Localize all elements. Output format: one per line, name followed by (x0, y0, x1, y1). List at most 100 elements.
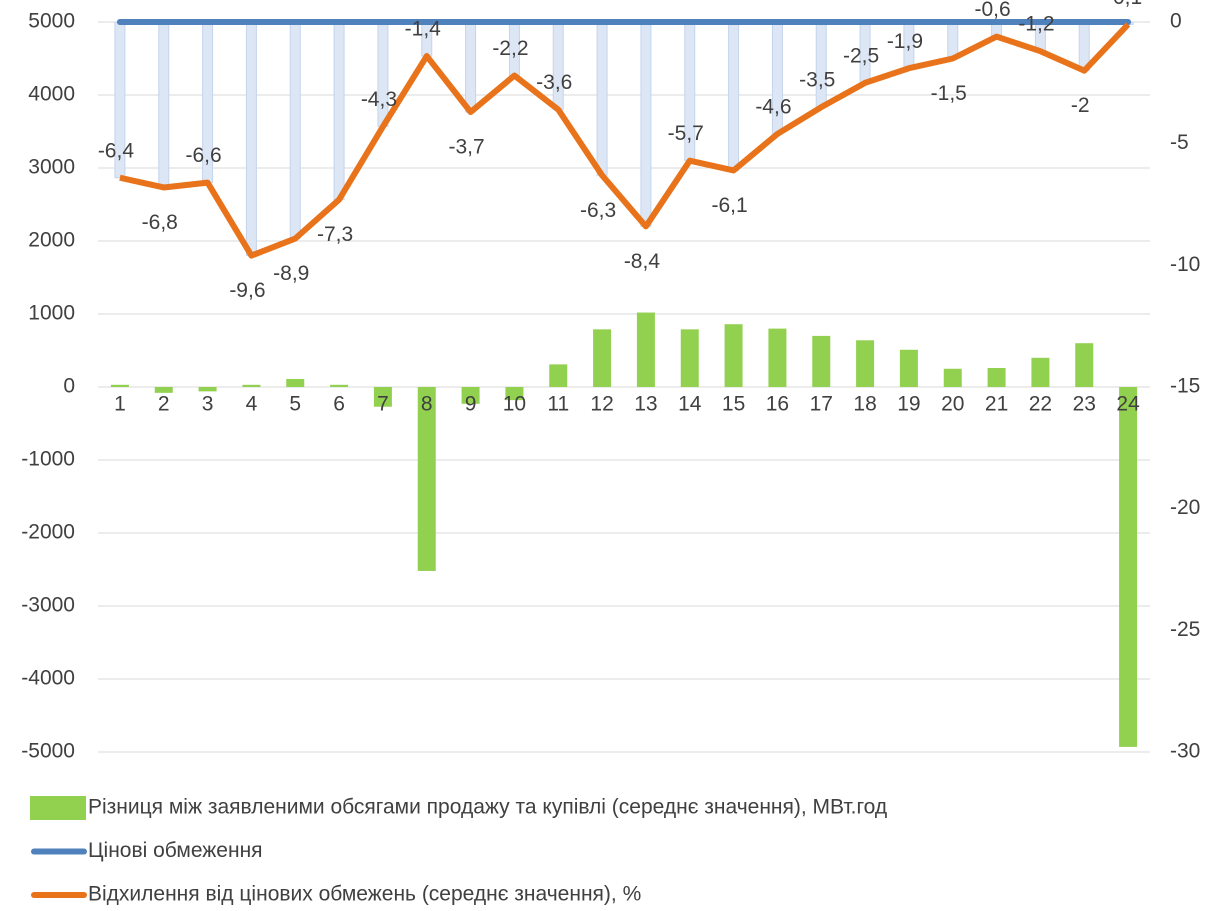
y-tick-label: 5000 (28, 10, 75, 33)
data-label: -6,3 (580, 199, 616, 222)
bar (198, 387, 217, 392)
bar (242, 384, 261, 387)
drop-line (465, 21, 477, 113)
x-tick-label: 19 (897, 393, 920, 416)
data-label: -6,6 (185, 144, 221, 167)
x-tick-label: 16 (766, 393, 789, 416)
data-label: -8,9 (273, 262, 309, 285)
bar (1075, 343, 1094, 387)
x-tick-label: 15 (722, 393, 745, 416)
data-label: -2 (1071, 94, 1090, 117)
data-label: -9,6 (229, 279, 265, 302)
y-tick-label: 2000 (28, 229, 75, 252)
drop-line (289, 21, 301, 240)
x-tick-label: 23 (1073, 393, 1096, 416)
legend-label: Відхилення від цінових обмежень (середнє… (88, 883, 641, 906)
data-label: -0,1 (1106, 0, 1142, 9)
x-tick-label: 7 (377, 393, 389, 416)
y2-tick-label: -10 (1170, 253, 1200, 276)
data-label: -6,4 (98, 139, 135, 162)
drop-line (158, 21, 170, 188)
data-label: -3,7 (448, 136, 484, 159)
y2-tick-label: -15 (1170, 375, 1200, 398)
x-tick-label: 14 (678, 393, 702, 416)
drop-line (947, 21, 959, 59)
x-tick-label: 10 (503, 393, 526, 416)
bar (636, 312, 655, 387)
bar (768, 328, 787, 387)
data-label: -8,4 (624, 250, 661, 273)
y-tick-label: -4000 (21, 667, 75, 690)
legend-label: Цінові обмеження (88, 839, 263, 862)
bar (330, 384, 349, 387)
x-tick-label: 18 (853, 393, 876, 416)
data-label: -4,3 (361, 88, 397, 111)
drop-line (815, 21, 827, 108)
y-tick-label: -1000 (21, 448, 75, 471)
bar (549, 364, 568, 387)
drop-line (728, 21, 740, 171)
data-label: -2,2 (492, 37, 528, 60)
y-tick-label: -5000 (21, 740, 75, 763)
bar (680, 329, 699, 387)
x-tick-label: 6 (333, 393, 345, 416)
x-tick-label: 12 (590, 393, 613, 416)
bar (943, 368, 962, 387)
data-label: -6,1 (711, 194, 747, 217)
bar (1031, 357, 1050, 387)
data-label: -2,5 (843, 44, 879, 67)
drop-line (596, 21, 608, 176)
bar (286, 378, 305, 387)
y-tick-label: 0 (63, 375, 75, 398)
bar (461, 387, 480, 404)
data-label: -5,7 (668, 122, 704, 145)
x-tick-label: 4 (246, 393, 258, 416)
y-tick-label: 1000 (28, 302, 75, 325)
data-label: -4,6 (755, 95, 791, 118)
bar (154, 387, 173, 393)
data-label: -7,3 (317, 223, 353, 246)
y2-tick-label: -20 (1170, 496, 1200, 519)
line-series (119, 22, 1131, 259)
data-label: -3,5 (799, 69, 835, 92)
y-tick-label: 3000 (28, 156, 75, 179)
x-tick-label: 3 (202, 393, 214, 416)
x-tick-label: 1 (114, 393, 126, 416)
legend-swatch (30, 796, 86, 820)
x-tick-label: 13 (634, 393, 657, 416)
bar (593, 329, 612, 387)
x-tick-label: 24 (1116, 393, 1140, 416)
bar (724, 324, 743, 387)
drop-line (552, 21, 564, 111)
x-tick-label: 22 (1029, 393, 1052, 416)
drop-line (640, 21, 652, 227)
data-label: -1,4 (405, 18, 442, 41)
x-tick-label: 9 (465, 393, 477, 416)
bar (505, 387, 524, 401)
y2-tick-label: -30 (1170, 740, 1200, 763)
bar (899, 349, 918, 387)
bar (373, 387, 392, 407)
bar (110, 384, 129, 387)
bar (987, 368, 1006, 387)
data-label: -1,5 (931, 82, 967, 105)
drop-line (245, 21, 257, 257)
y-tick-label: -3000 (21, 594, 75, 617)
y2-tick-label: -25 (1170, 618, 1200, 641)
bar (856, 340, 875, 387)
y2-tick-label: 0 (1170, 10, 1182, 33)
y-tick-label: -2000 (21, 521, 75, 544)
x-tick-label: 11 (547, 393, 569, 416)
y-tick-label: 4000 (28, 83, 75, 106)
bar (417, 387, 436, 571)
data-label: -6,8 (142, 211, 178, 234)
x-tick-label: 20 (941, 393, 964, 416)
bar (1119, 387, 1138, 747)
data-label: -1,2 (1018, 13, 1054, 36)
x-tick-label: 21 (985, 393, 1008, 416)
bar (812, 335, 831, 387)
x-tick-label: 5 (289, 393, 301, 416)
x-tick-label: 8 (421, 393, 433, 416)
drop-line (333, 21, 345, 201)
